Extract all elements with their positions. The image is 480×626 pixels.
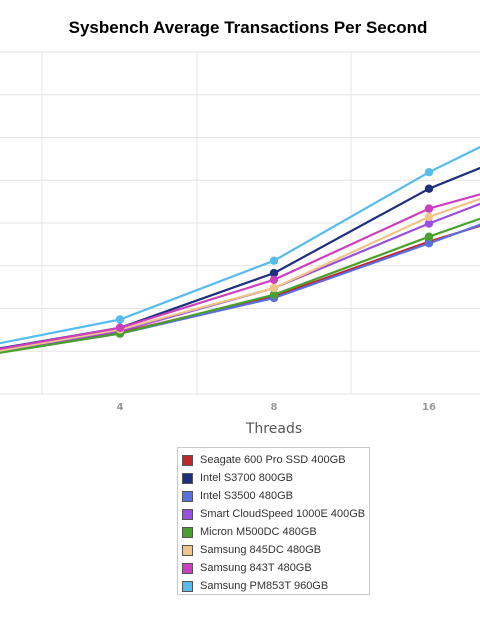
data-point [424, 219, 434, 228]
data-point [424, 239, 434, 248]
x-axis: 4 8 16 [117, 402, 436, 413]
data-points [115, 168, 434, 338]
series-line [0, 193, 480, 351]
series-line [0, 223, 480, 354]
data-point [269, 290, 279, 299]
legend-swatch [182, 544, 193, 556]
data-point [424, 168, 434, 177]
legend-swatch [182, 562, 193, 574]
legend-item[interactable]: Micron M500DC 480GB [182, 523, 369, 541]
legend-swatch [182, 580, 193, 592]
data-point [424, 232, 434, 241]
data-point [115, 323, 125, 332]
legend-label: Micron M500DC 480GB [200, 526, 317, 538]
x-axis-title: Threads [245, 421, 302, 437]
legend-item[interactable]: Samsung 845DC 480GB [182, 541, 369, 559]
legend-item[interactable]: Samsung PM853T 960GB [182, 577, 369, 595]
data-point [115, 315, 125, 324]
chart-title: Sysbench Average Transactions Per Second [68, 18, 428, 37]
legend-swatch [182, 454, 193, 466]
x-tick-label: 16 [422, 402, 436, 413]
legend-label: Samsung 845DC 480GB [200, 544, 322, 556]
legend-label: Smart CloudSpeed 1000E 400GB [200, 508, 366, 520]
legend-label: Intel S3500 480GB [200, 490, 293, 502]
legend-item[interactable]: Seagate 600 Pro SSD 400GB [182, 451, 369, 469]
data-point [269, 268, 279, 278]
legend-swatch [182, 526, 193, 538]
legend-swatch [182, 508, 193, 520]
legend-label: Samsung 843T 480GB [200, 562, 312, 574]
legend-item[interactable]: Smart CloudSpeed 1000E 400GB [182, 505, 369, 523]
legend-label: Samsung PM853T 960GB [200, 580, 329, 592]
legend-item[interactable]: Samsung 843T 480GB [182, 559, 369, 577]
legend-label: Intel S3700 800GB [200, 472, 293, 484]
legend-swatch [182, 472, 193, 484]
grid [0, 51, 480, 395]
x-tick-label: 8 [271, 402, 278, 413]
x-tick-label: 4 [117, 402, 124, 413]
data-point [424, 204, 434, 213]
legend-label: Seagate 600 Pro SSD 400GB [200, 454, 346, 466]
data-point [424, 212, 434, 222]
data-point [269, 275, 279, 284]
data-point [269, 256, 279, 265]
legend: Seagate 600 Pro SSD 400GB Intel S3700 800… [177, 447, 370, 595]
data-point [424, 184, 434, 193]
legend-item[interactable]: Intel S3500 480GB [182, 487, 369, 505]
series-line [0, 217, 480, 354]
legend-swatch [182, 490, 193, 502]
legend-item[interactable]: Intel S3700 800GB [182, 469, 369, 487]
series-line [0, 202, 480, 352]
series-line [0, 166, 480, 350]
series-lines [0, 145, 480, 354]
data-point [269, 283, 279, 293]
series-line [0, 197, 480, 352]
